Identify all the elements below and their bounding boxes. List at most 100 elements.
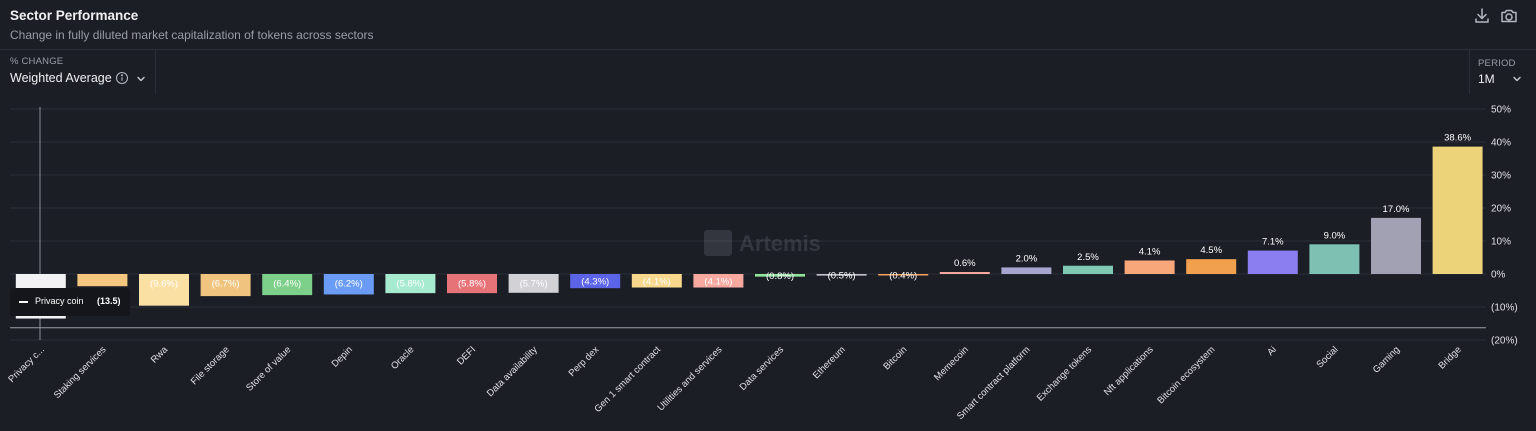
data-label: (6.4%) [273, 279, 301, 290]
tooltip-series-name: Privacy coin [35, 296, 84, 306]
chevron-down-icon[interactable] [135, 72, 147, 84]
data-label: (5.8%) [458, 279, 486, 290]
bar[interactable] [631, 274, 682, 288]
data-label: (6.2%) [335, 279, 363, 290]
tooltip: Privacy coin (13.5) [10, 288, 130, 316]
x-tick-label: Memecoin [932, 344, 971, 383]
bar[interactable] [139, 274, 189, 306]
x-tick-label: Data availability [485, 344, 540, 399]
y-tick-label: 10% [1491, 237, 1511, 248]
bar[interactable] [1186, 259, 1237, 274]
x-tick-label: Privacy c... [6, 344, 47, 385]
data-label: (0.4%) [889, 270, 917, 281]
x-tick-label: Bridge [1437, 344, 1464, 371]
y-tick-label: (10%) [1491, 303, 1518, 314]
y-tick-label: 0% [1491, 270, 1506, 281]
bar[interactable] [508, 274, 559, 293]
data-label: (5.7%) [520, 279, 548, 290]
chart-subtitle: Change in fully diluted market capitaliz… [10, 28, 374, 42]
chevron-down-icon[interactable] [1511, 72, 1523, 84]
metric-label: % CHANGE [10, 56, 64, 67]
tooltip-series-marker [19, 301, 28, 303]
x-tick-label: Rwa [149, 344, 171, 366]
x-tick-label: Ethereum [811, 344, 848, 381]
bar[interactable] [693, 274, 744, 288]
x-tick-label: Perp dex [567, 344, 602, 379]
data-label: (4.1%) [643, 276, 671, 287]
data-label: 38.6% [1444, 133, 1471, 144]
watermark-text: Artemis [739, 231, 821, 256]
metric-selector[interactable]: % CHANGE Weighted Average [0, 50, 156, 94]
bar[interactable] [878, 274, 929, 276]
bar[interactable] [385, 274, 436, 294]
x-axis-labels: Privacy c... Staking services Rwa File stor… [6, 344, 1463, 422]
watermark: Artemis [704, 230, 821, 256]
bar[interactable] [755, 274, 805, 277]
x-tick-label: Gen 1 smart contract [592, 344, 663, 415]
bar[interactable] [447, 274, 497, 294]
download-icon[interactable] [1472, 6, 1492, 26]
data-label: (0.5%) [828, 270, 856, 281]
grid-lines [10, 107, 1486, 341]
data-label: (6.7%) [212, 279, 240, 290]
period-label: PERIOD [1478, 58, 1516, 69]
data-label: 9.0% [1324, 230, 1346, 241]
x-tick-label: Store of value [244, 344, 293, 393]
tooltip-value: (13.5) [97, 296, 121, 306]
x-tick-label: Nft applications [1102, 344, 1156, 398]
data-label: 2.0% [1016, 253, 1038, 264]
data-label: 4.5% [1200, 245, 1222, 256]
data-label: (5.8%) [396, 279, 424, 290]
bar[interactable] [200, 274, 251, 297]
bar[interactable] [1371, 217, 1421, 274]
data-label: (4.3%) [581, 277, 609, 288]
data-labels: (9.6%) (6.7%) (6.4%) (6.2%) (5.8%) (5.8%) (5.7… [150, 133, 1472, 290]
data-label: 4.1% [1139, 246, 1161, 257]
x-tick-label: Oracle [389, 344, 417, 372]
metric-value[interactable]: Weighted Average [10, 71, 112, 85]
x-tick-label: Social [1314, 344, 1340, 370]
bar[interactable] [1063, 265, 1113, 274]
data-label: 7.1% [1262, 237, 1284, 248]
bar[interactable] [816, 274, 867, 276]
x-tick-label: Depin [330, 344, 355, 369]
y-tick-label: 50% [1491, 105, 1511, 116]
y-axis-ticks: 50% 40% 30% 20% 10% 0% (10%) (20%) [1491, 105, 1518, 347]
info-icon[interactable] [115, 71, 129, 85]
y-tick-label: 20% [1491, 204, 1511, 215]
x-tick-label: Bitcoin [881, 344, 909, 372]
chart-header: Sector Performance Change in fully dilut… [0, 0, 1536, 50]
y-tick-label: 30% [1491, 171, 1511, 182]
data-label: (9.6%) [150, 279, 178, 290]
bar[interactable] [939, 272, 990, 274]
x-tick-label: DEFI [455, 344, 478, 367]
bar[interactable] [1124, 260, 1175, 274]
x-tick-label: Exchange tokens [1035, 344, 1094, 403]
camera-icon[interactable] [1499, 6, 1519, 26]
bar[interactable] [1001, 267, 1052, 274]
x-tick-label: Gaming [1371, 344, 1402, 375]
data-label: 2.5% [1077, 252, 1099, 263]
data-label: 17.0% [1383, 204, 1410, 215]
bar[interactable] [262, 274, 313, 296]
bar[interactable] [1309, 244, 1360, 274]
period-value[interactable]: 1M [1478, 72, 1495, 86]
bar-chart: Artemis 50% 40% 30% 20% 10% 0% (10%) (20%) Priv… [6, 105, 1518, 422]
bar[interactable] [77, 274, 128, 287]
chart-controls: % CHANGE Weighted Average PERIOD 1M [0, 50, 1536, 94]
x-tick-label: Ai [1265, 344, 1279, 358]
period-selector[interactable]: PERIOD 1M [1469, 50, 1536, 94]
x-tick-label: Bitcoin ecosystem [1155, 344, 1217, 406]
data-label: (0.8%) [766, 271, 794, 282]
x-tick-label: File storage [189, 344, 232, 387]
data-label: 0.6% [954, 258, 976, 269]
chart-title: Sector Performance [10, 8, 139, 23]
x-tick-label: Data services [738, 344, 787, 393]
bar[interactable] [570, 274, 621, 289]
bar[interactable] [1432, 146, 1483, 274]
y-tick-label: 40% [1491, 138, 1511, 149]
data-label: (4.1%) [704, 276, 732, 287]
x-tick-label: Utilities and services [656, 344, 725, 413]
bar[interactable] [323, 274, 374, 295]
bar[interactable] [1247, 250, 1298, 274]
